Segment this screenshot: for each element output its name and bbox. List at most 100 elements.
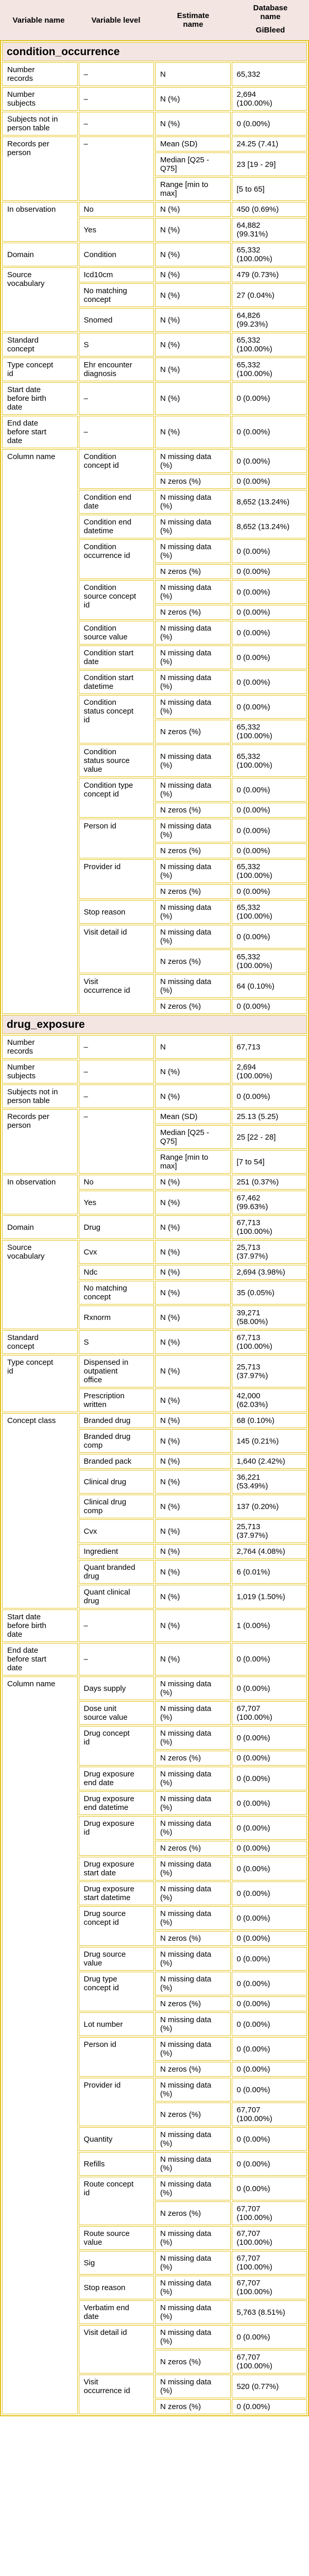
variable-level-cell: Rxnorm bbox=[78, 1306, 154, 1329]
table-row: N zeros (%) 0 (0.00%) bbox=[2, 884, 307, 899]
table-row: Route concept id N missing data (%) 0 (0.0… bbox=[2, 2177, 307, 2225]
estimate-value-cell: 2,694 (100.00%) bbox=[231, 1060, 307, 1083]
estimate-name-cell: N missing data (%) bbox=[155, 925, 231, 948]
estimate-value-cell: 0 (0.00%) bbox=[231, 843, 307, 858]
estimate-name-cell: N missing data (%) bbox=[155, 2012, 231, 2036]
estimate-name-cell: N bbox=[155, 1035, 231, 1059]
variable-level-cell: Stop reason bbox=[78, 2276, 154, 2299]
table-row: Dose unit source value N missing data (%)… bbox=[2, 1701, 307, 1725]
variable-level-cell: – bbox=[78, 1109, 154, 1174]
estimate-name-cell: N missing data (%) bbox=[155, 2177, 231, 2200]
estimate-value-cell: 0 (0.00%) bbox=[231, 2127, 307, 2151]
estimate-name-cell: N (%) bbox=[155, 1084, 231, 1108]
table-row: Condition end datetime N missing data (%)… bbox=[2, 515, 307, 538]
table-row: N zeros (%) 67,707 (100.00%) bbox=[2, 2350, 307, 2374]
estimate-name-cell: N missing data (%) bbox=[155, 2037, 231, 2061]
estimate-name-cell: N (%) bbox=[155, 1215, 231, 1239]
table-row: Rxnorm N (%) 39,271 (58.00%) bbox=[2, 1306, 307, 1329]
estimate-value-cell: [7 to 54] bbox=[231, 1150, 307, 1174]
estimate-value-cell: 67,462 (99.63%) bbox=[231, 1191, 307, 1214]
estimate-name-cell: N zeros (%) bbox=[155, 720, 231, 743]
variable-level-cell: Clinical drug bbox=[78, 1470, 154, 1494]
estimate-name-cell: N missing data (%) bbox=[155, 670, 231, 694]
table-row: Condition type concept id N missing data … bbox=[2, 778, 307, 818]
variable-level-cell: Quant clinical drug bbox=[78, 1585, 154, 1608]
estimate-name-cell: N zeros (%) bbox=[155, 2399, 231, 2414]
estimate-value-cell: 0 (0.00%) bbox=[231, 605, 307, 620]
estimate-value-cell: 24.25 (7.41) bbox=[231, 137, 307, 151]
variable-level-cell: Branded drug bbox=[78, 1413, 154, 1428]
estimate-name-cell: N missing data (%) bbox=[155, 744, 231, 777]
estimate-name-cell: N (%) bbox=[155, 243, 231, 266]
variable-level-cell: Prescription written bbox=[78, 1388, 154, 1412]
table-row: Condition start datetime N missing data (… bbox=[2, 670, 307, 694]
variable-level-cell: Snomed bbox=[78, 308, 154, 332]
variable-name-cell: Type concept id bbox=[2, 358, 78, 381]
table-row: Start date before birth date – N (%) 0 (0.0… bbox=[2, 382, 307, 415]
table-row: Yes N (%) 67,462 (99.63%) bbox=[2, 1191, 307, 1214]
estimate-name-cell: N (%) bbox=[155, 1609, 231, 1642]
estimate-name-cell: N zeros (%) bbox=[155, 1931, 231, 1946]
estimate-name-cell: N missing data (%) bbox=[155, 974, 231, 998]
estimate-value-cell: 39,271 (58.00%) bbox=[231, 1306, 307, 1329]
summary-table: condition_occurrence Number records – N 65,3… bbox=[0, 40, 309, 2416]
table-row: End date before start date – N (%) 0 (0.00%… bbox=[2, 416, 307, 448]
table-row: N zeros (%) 0 (0.00%) bbox=[2, 605, 307, 620]
table-row: N zeros (%) 0 (0.00%) bbox=[2, 843, 307, 858]
estimate-value-cell: 0 (0.00%) bbox=[231, 999, 307, 1014]
estimate-value-cell: 23 [19 - 29] bbox=[231, 152, 307, 176]
table-row: Drug exposure start date N missing data (… bbox=[2, 1857, 307, 1880]
estimate-value-cell: 42,000 (62.03%) bbox=[231, 1388, 307, 1412]
estimate-name-cell: N zeros (%) bbox=[155, 1996, 231, 2011]
estimate-name-cell: N missing data (%) bbox=[155, 539, 231, 563]
estimate-name-cell: N missing data (%) bbox=[155, 2276, 231, 2299]
estimate-name-cell: N missing data (%) bbox=[155, 449, 231, 473]
estimate-value-cell: 0 (0.00%) bbox=[231, 803, 307, 818]
variable-level-cell: Yes bbox=[78, 218, 154, 242]
variable-level-cell: No bbox=[78, 1175, 154, 1190]
table-row: N zeros (%) 0 (0.00%) bbox=[2, 2399, 307, 2414]
estimate-value-cell: 36,221 (53.49%) bbox=[231, 1470, 307, 1494]
estimate-name-cell: N (%) bbox=[155, 1519, 231, 1543]
estimate-name-cell: N missing data (%) bbox=[155, 2127, 231, 2151]
col-header-variable-name: Variable name bbox=[12, 15, 65, 25]
estimate-name-cell: N (%) bbox=[155, 1560, 231, 1584]
variable-level-cell: Provider id bbox=[78, 859, 154, 899]
table-row: Records per person – Mean (SD) 24.25 (7.41) bbox=[2, 137, 307, 201]
variable-level-cell: Branded drug comp bbox=[78, 1429, 154, 1453]
variable-level-cell: Sig bbox=[78, 2251, 154, 2275]
table-row: No matching concept N (%) 35 (0.05%) bbox=[2, 1281, 307, 1304]
variable-level-cell: Branded pack bbox=[78, 1454, 154, 1469]
estimate-name-cell: N zeros (%) bbox=[155, 843, 231, 858]
estimate-name-cell: Median [Q25 - Q75] bbox=[155, 1125, 231, 1149]
estimate-value-cell: 1,019 (1.50%) bbox=[231, 1585, 307, 1608]
estimate-name-cell: N missing data (%) bbox=[155, 1676, 231, 1700]
estimate-value-cell: 0 (0.00%) bbox=[231, 670, 307, 694]
variable-level-cell: Drug bbox=[78, 1215, 154, 1239]
estimate-name-cell: N (%) bbox=[155, 382, 231, 415]
table-row: Subjects not in person table – N (%) 0 (0.0… bbox=[2, 112, 307, 135]
table-row: N zeros (%) 0 (0.00%) bbox=[2, 1931, 307, 1946]
variable-name-cell: In observation bbox=[2, 1175, 78, 1214]
estimate-value-cell: 0 (0.00%) bbox=[231, 646, 307, 669]
table-row: Standard concept S N (%) 65,332 (100.00%) bbox=[2, 333, 307, 357]
estimate-value-cell: 6 (0.01%) bbox=[231, 1560, 307, 1584]
variable-level-cell: Drug concept id bbox=[78, 1726, 154, 1766]
variable-level-cell: Lot number bbox=[78, 2012, 154, 2036]
table-row: Condition occurrence id N missing data (%… bbox=[2, 539, 307, 579]
variable-name-cell: Domain bbox=[2, 1215, 78, 1239]
table-row: Visit detail id N missing data (%) 0 (0.00… bbox=[2, 925, 307, 973]
variable-level-cell: Drug exposure start date bbox=[78, 1857, 154, 1880]
variable-level-cell: Drug exposure end date bbox=[78, 1767, 154, 1790]
table-row: Cvx N (%) 25,713 (37.97%) bbox=[2, 1519, 307, 1543]
estimate-value-cell: 65,332 (100.00%) bbox=[231, 950, 307, 973]
table-row: Drug source concept id N missing data (%)… bbox=[2, 1906, 307, 1946]
table-row: N zeros (%) 0 (0.00%) bbox=[2, 803, 307, 818]
estimate-value-cell: 0 (0.00%) bbox=[231, 1816, 307, 1840]
section-band-row: condition_occurrence bbox=[2, 42, 307, 61]
table-row: Column name Days supply N missing data (%)… bbox=[2, 1676, 307, 2414]
variable-level-cell: Condition start datetime bbox=[78, 670, 154, 694]
estimate-name-cell: N missing data (%) bbox=[155, 859, 231, 883]
table-row: Route source value N missing data (%) 67,7… bbox=[2, 2226, 307, 2250]
table-row: Person id N missing data (%) 0 (0.00%) bbox=[2, 2037, 307, 2077]
